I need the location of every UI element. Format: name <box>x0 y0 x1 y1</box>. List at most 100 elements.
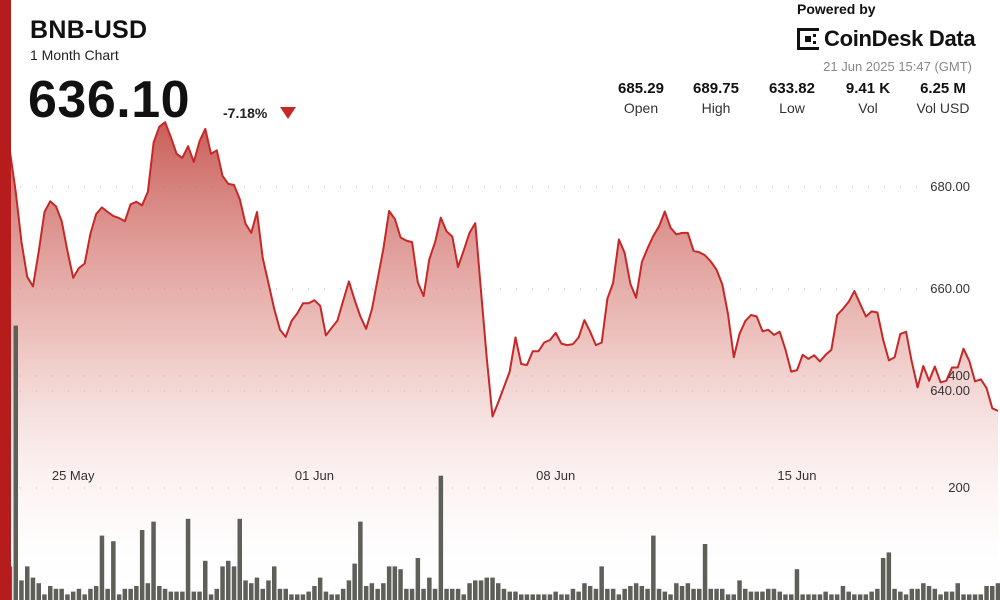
volume-bar <box>932 588 938 600</box>
volume-bar <box>691 588 696 600</box>
volume-bar <box>777 591 782 600</box>
volume-bar <box>36 583 41 600</box>
volume-bar <box>306 591 311 600</box>
volume-bar <box>708 588 713 600</box>
chart-period: 1 Month Chart <box>30 47 119 63</box>
volume-bar <box>972 594 978 600</box>
volume-bar <box>501 588 507 600</box>
volume-bar <box>582 583 587 600</box>
volume-bar <box>289 594 294 600</box>
volume-bar <box>823 591 828 600</box>
volume-bar <box>783 594 788 600</box>
volume-bar <box>967 594 972 600</box>
volume-bar <box>542 594 547 600</box>
volume-bar <box>409 588 415 600</box>
volume-bar <box>168 591 174 600</box>
volume-tick-label: 400 <box>948 368 970 383</box>
volume-bar <box>892 588 897 600</box>
volume-bar <box>203 560 208 600</box>
volume-bar <box>323 591 329 600</box>
volume-bar <box>961 594 966 600</box>
accent-bar <box>0 0 11 600</box>
volume-bar <box>455 588 461 600</box>
volume-bar <box>587 586 593 600</box>
volume-bar <box>30 577 36 600</box>
volume-bar <box>180 591 185 600</box>
volume-bar <box>616 594 622 600</box>
volume-bar <box>231 566 237 600</box>
volume-bar <box>553 591 558 600</box>
volume-bar <box>771 588 777 600</box>
volume-bar <box>656 588 662 600</box>
volume-bar <box>995 583 1000 600</box>
volume-bar <box>564 594 570 600</box>
volume-bar <box>260 588 265 600</box>
volume-bar <box>438 475 444 600</box>
volume-bar <box>220 566 225 600</box>
volume-bar <box>519 594 524 600</box>
volume-bar <box>398 569 403 600</box>
stat-low: 633.82 Low <box>752 80 832 116</box>
volume-bar <box>875 588 880 600</box>
asset-symbol: BNB-USD <box>30 16 148 44</box>
volume-bar <box>42 594 47 600</box>
volume-bar <box>898 591 903 600</box>
volume-bar <box>145 583 151 600</box>
volume-bar <box>978 594 983 600</box>
coindesk-logo: CoinDesk Data <box>797 26 976 52</box>
volume-bar <box>484 577 489 600</box>
volume-bar <box>272 566 277 600</box>
volume-bar <box>478 580 484 600</box>
date-tick-label: 25 May <box>52 468 95 483</box>
stat-value: 685.29 <box>618 80 664 97</box>
volume-bar <box>312 586 317 600</box>
price-tick-label: 660.00 <box>930 281 970 296</box>
volume-bar <box>432 588 438 600</box>
volume-bar <box>99 535 105 600</box>
volume-bar <box>208 594 214 600</box>
volume-bar <box>754 591 759 600</box>
date-tick-label: 08 Jun <box>536 468 575 483</box>
volume-bar <box>743 588 748 600</box>
volume-bar <box>375 588 380 600</box>
down-arrow-icon <box>280 107 296 119</box>
volume-bar <box>473 580 478 600</box>
stat-label: Vol USD <box>916 100 970 116</box>
volume-bar <box>766 588 771 600</box>
volume-bar <box>335 594 340 600</box>
volume-bar <box>88 588 93 600</box>
volume-bar <box>794 569 800 600</box>
volume-bar <box>668 594 673 600</box>
volume-bar <box>467 583 472 600</box>
volume-bar <box>53 588 59 600</box>
price-area-fill <box>10 122 998 600</box>
timestamp: 21 Jun 2025 15:47 (GMT) <box>823 59 972 74</box>
stat-value: 9.41 K <box>845 80 891 97</box>
volume-bar <box>226 560 231 600</box>
volume-bars <box>7 325 1000 600</box>
volume-bar <box>903 594 909 600</box>
stat-value: 633.82 <box>769 80 815 97</box>
volume-bar <box>214 588 219 600</box>
volume-bar <box>834 594 840 600</box>
stat-volume-usd: 6.25 M Vol USD <box>903 80 983 116</box>
volume-bar <box>174 591 179 600</box>
volume-bar <box>702 544 708 600</box>
volume-bar <box>679 586 685 600</box>
volume-bar <box>507 591 512 600</box>
volume-bar <box>990 586 995 600</box>
volume-bar <box>622 588 627 600</box>
powered-by-label: Powered by <box>797 1 876 17</box>
volume-bar <box>25 566 30 600</box>
volume-bar <box>381 583 386 600</box>
volume-tick-label: 200 <box>948 480 970 495</box>
volume-bar <box>662 591 668 600</box>
volume-bar <box>191 591 197 600</box>
volume-bar <box>111 541 116 600</box>
volume-bar <box>76 588 82 600</box>
volume-bar <box>59 588 64 600</box>
stat-value: 6.25 M <box>920 80 966 97</box>
current-price: 636.10 <box>28 71 191 129</box>
volume-bar <box>731 594 736 600</box>
